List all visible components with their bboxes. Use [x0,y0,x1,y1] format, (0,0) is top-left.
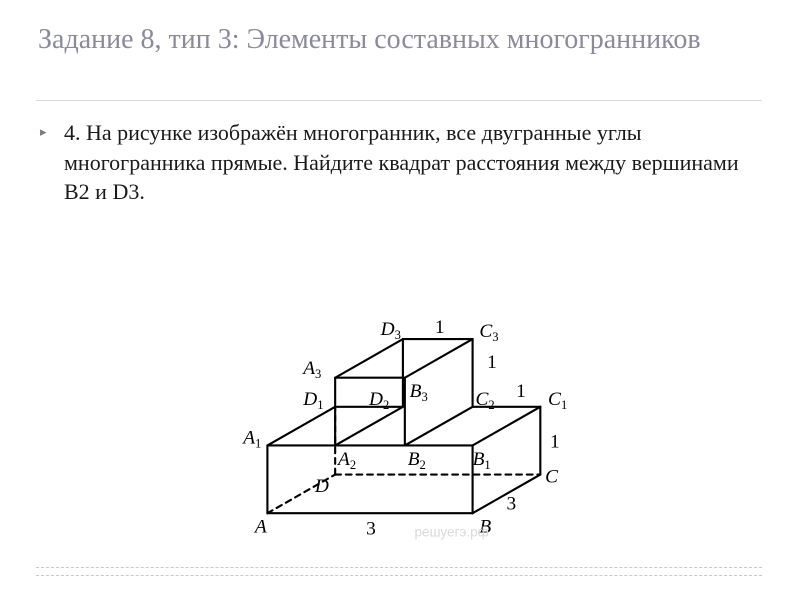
slide-title: Задание 8, тип 3: Элементы составных мно… [38,22,762,57]
svg-text:1: 1 [487,352,497,373]
svg-text:3: 3 [506,493,516,514]
svg-text:A3: A3 [301,358,321,381]
svg-text:C2: C2 [475,389,494,412]
footer-rule-1 [36,567,762,568]
svg-text:A2: A2 [336,449,356,472]
svg-text:D2: D2 [368,389,389,412]
svg-text:D: D [314,476,329,497]
svg-text:3: 3 [366,519,376,540]
svg-text:B2: B2 [408,449,426,472]
polyhedron-figure: ABCDA1B1C1D1A2B2C2D2A3B3C3D3331111решуег… [200,250,600,550]
title-rule [36,100,762,101]
svg-text:1: 1 [435,317,445,338]
svg-text:C1: C1 [548,389,567,412]
svg-text:C3: C3 [479,321,498,344]
bullet-glyph: ▸ [40,124,47,140]
svg-text:C: C [545,466,559,487]
svg-text:D1: D1 [302,389,323,412]
svg-text:1: 1 [516,381,526,402]
footer-rule-2 [36,575,762,576]
svg-text:B1: B1 [473,449,491,472]
svg-text:A1: A1 [241,428,261,451]
svg-text:решуегэ.рф: решуегэ.рф [415,524,489,539]
svg-text:D3: D3 [380,319,401,342]
problem-body: 4. На рисунке изображён многогранник, вс… [64,118,758,207]
problem-text: 4. На рисунке изображён многогранник, вс… [64,118,758,207]
svg-text:B3: B3 [410,381,428,404]
svg-text:A: A [253,517,267,538]
svg-text:1: 1 [550,431,560,452]
